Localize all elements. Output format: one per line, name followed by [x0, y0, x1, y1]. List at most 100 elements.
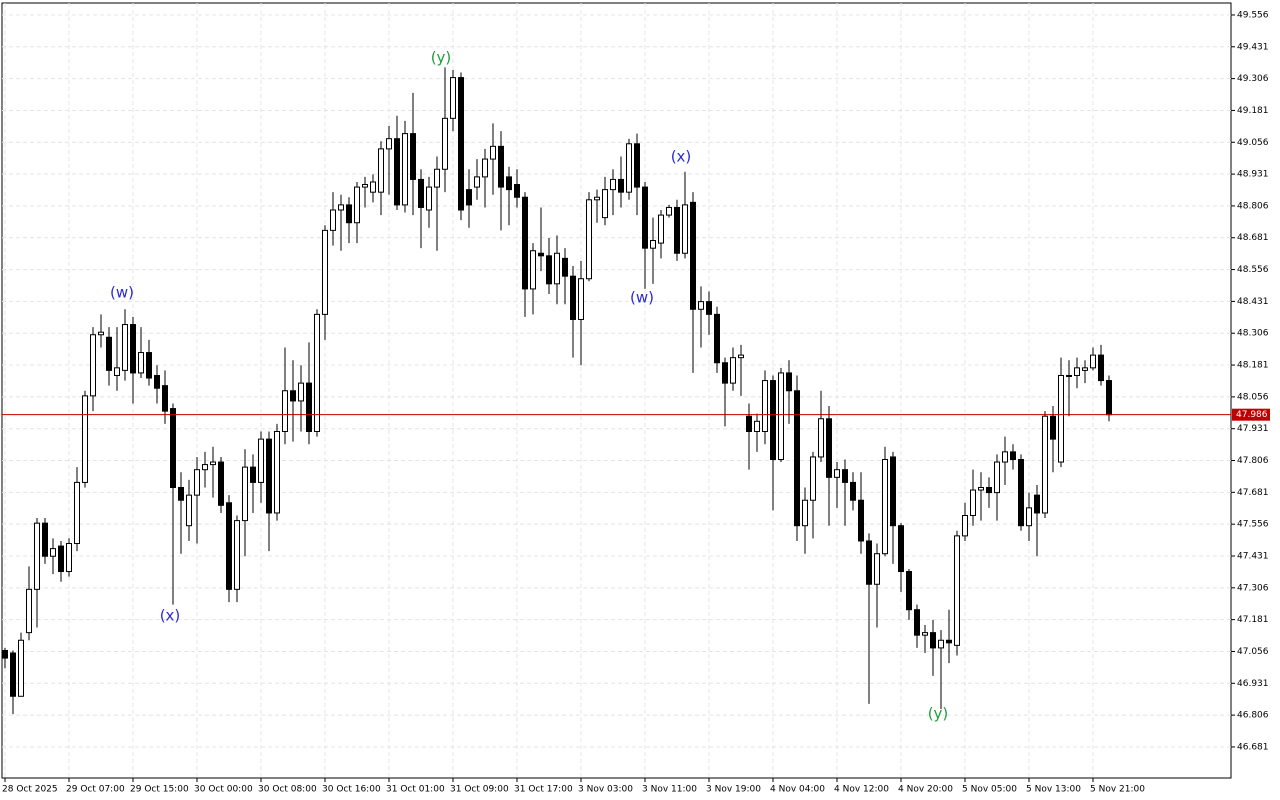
candle-body: [346, 204, 352, 224]
candle-body: [298, 382, 304, 402]
y-tick-label: 48.431: [1237, 297, 1269, 307]
candle-body: [994, 461, 1000, 494]
y-tick-label: 48.806: [1237, 201, 1269, 211]
candle-body: [834, 469, 840, 478]
candle-body: [274, 430, 280, 514]
candle-body: [1106, 380, 1112, 416]
candle-body: [306, 382, 312, 432]
candle-body: [706, 301, 712, 315]
wave-label: (w): [110, 284, 134, 302]
candle-body: [850, 481, 856, 501]
wave-label: (y): [928, 705, 949, 723]
x-tick-label: 30 Oct 16:00: [322, 785, 381, 795]
x-tick-label: 30 Oct 00:00: [194, 785, 253, 795]
candle-body: [962, 515, 968, 537]
candle-body: [194, 469, 200, 496]
candle-body: [914, 609, 920, 636]
x-tick-label: 31 Oct 09:00: [450, 785, 509, 795]
candle-body: [578, 278, 584, 320]
last-price-box: [1232, 408, 1270, 421]
candle-body: [130, 324, 136, 374]
candle-body: [66, 543, 72, 573]
candle-body: [178, 487, 184, 501]
candle-body: [642, 186, 648, 249]
candle-body: [370, 181, 376, 193]
candle-body: [282, 390, 288, 432]
x-tick-label: 5 Nov 05:00: [962, 785, 1017, 795]
candle-body: [626, 143, 632, 193]
y-tick-label: 48.181: [1237, 361, 1269, 371]
wave-label: (x): [671, 148, 692, 166]
candle-body: [1074, 367, 1080, 376]
candle-body: [786, 372, 792, 392]
candle-body: [1066, 374, 1072, 377]
candle-body: [90, 334, 96, 397]
y-tick-label: 47.931: [1237, 424, 1269, 434]
y-tick-label: 46.931: [1237, 679, 1269, 689]
candle-body: [434, 168, 440, 188]
candle-body: [466, 189, 472, 206]
candle-body: [458, 77, 464, 211]
candle-body: [98, 331, 104, 336]
candle-body: [378, 148, 384, 193]
candle-body: [202, 464, 208, 471]
wave-label: (y): [431, 49, 452, 67]
candle-body: [1082, 367, 1088, 371]
candle-body: [538, 252, 544, 257]
candle-body: [802, 499, 808, 527]
candle-body: [330, 209, 336, 231]
x-tick-label: 28 Oct 2025: [2, 785, 58, 795]
y-tick-label: 48.056: [1237, 392, 1269, 402]
candle-body: [842, 469, 848, 483]
candle-body: [154, 374, 160, 389]
candle-body: [114, 367, 120, 376]
candle-body: [74, 481, 80, 545]
candle-body: [1098, 354, 1104, 382]
candle-body: [210, 461, 216, 466]
candle-body: [522, 196, 528, 290]
candle-body: [1002, 451, 1008, 463]
candle-body: [50, 548, 56, 557]
x-tick-label: 31 Oct 17:00: [514, 785, 573, 795]
candle-body: [1090, 354, 1096, 369]
candle-body: [34, 522, 40, 590]
candle-body: [938, 639, 944, 649]
candle-body: [930, 632, 936, 649]
candle-body: [506, 176, 512, 191]
candle-body: [754, 420, 760, 432]
y-tick-label: 49.306: [1237, 74, 1269, 84]
x-tick-label: 29 Oct 15:00: [130, 785, 189, 795]
y-tick-label: 48.931: [1237, 170, 1269, 180]
candle-body: [514, 184, 520, 198]
candle-body: [826, 418, 832, 478]
candle-body: [18, 639, 24, 697]
candle-body: [970, 489, 976, 517]
candle-body: [954, 535, 960, 646]
candle-body: [602, 189, 608, 219]
candle-body: [722, 362, 728, 384]
y-tick-label: 47.556: [1237, 520, 1269, 530]
candle-body: [242, 466, 248, 522]
candle-body: [450, 77, 456, 119]
x-tick-label: 5 Nov 21:00: [1090, 785, 1145, 795]
candle-body: [874, 553, 880, 585]
candle-body: [946, 639, 952, 644]
candle-body: [386, 138, 392, 150]
candle-body: [650, 240, 656, 249]
candle-body: [498, 145, 504, 188]
candle-body: [354, 186, 360, 224]
wave-label: (w): [630, 289, 654, 307]
x-tick-label: 5 Nov 13:00: [1026, 785, 1081, 795]
candle-body: [554, 252, 560, 285]
candle-body: [882, 458, 888, 555]
candle-body: [122, 324, 128, 371]
candle-body: [674, 206, 680, 254]
candle-body: [490, 145, 496, 160]
candle-body: [690, 201, 696, 310]
candle-body: [586, 199, 592, 280]
x-tick-label: 31 Oct 01:00: [386, 785, 445, 795]
candle-body: [546, 255, 552, 285]
candle-body: [818, 418, 824, 458]
candle-body: [906, 571, 912, 611]
